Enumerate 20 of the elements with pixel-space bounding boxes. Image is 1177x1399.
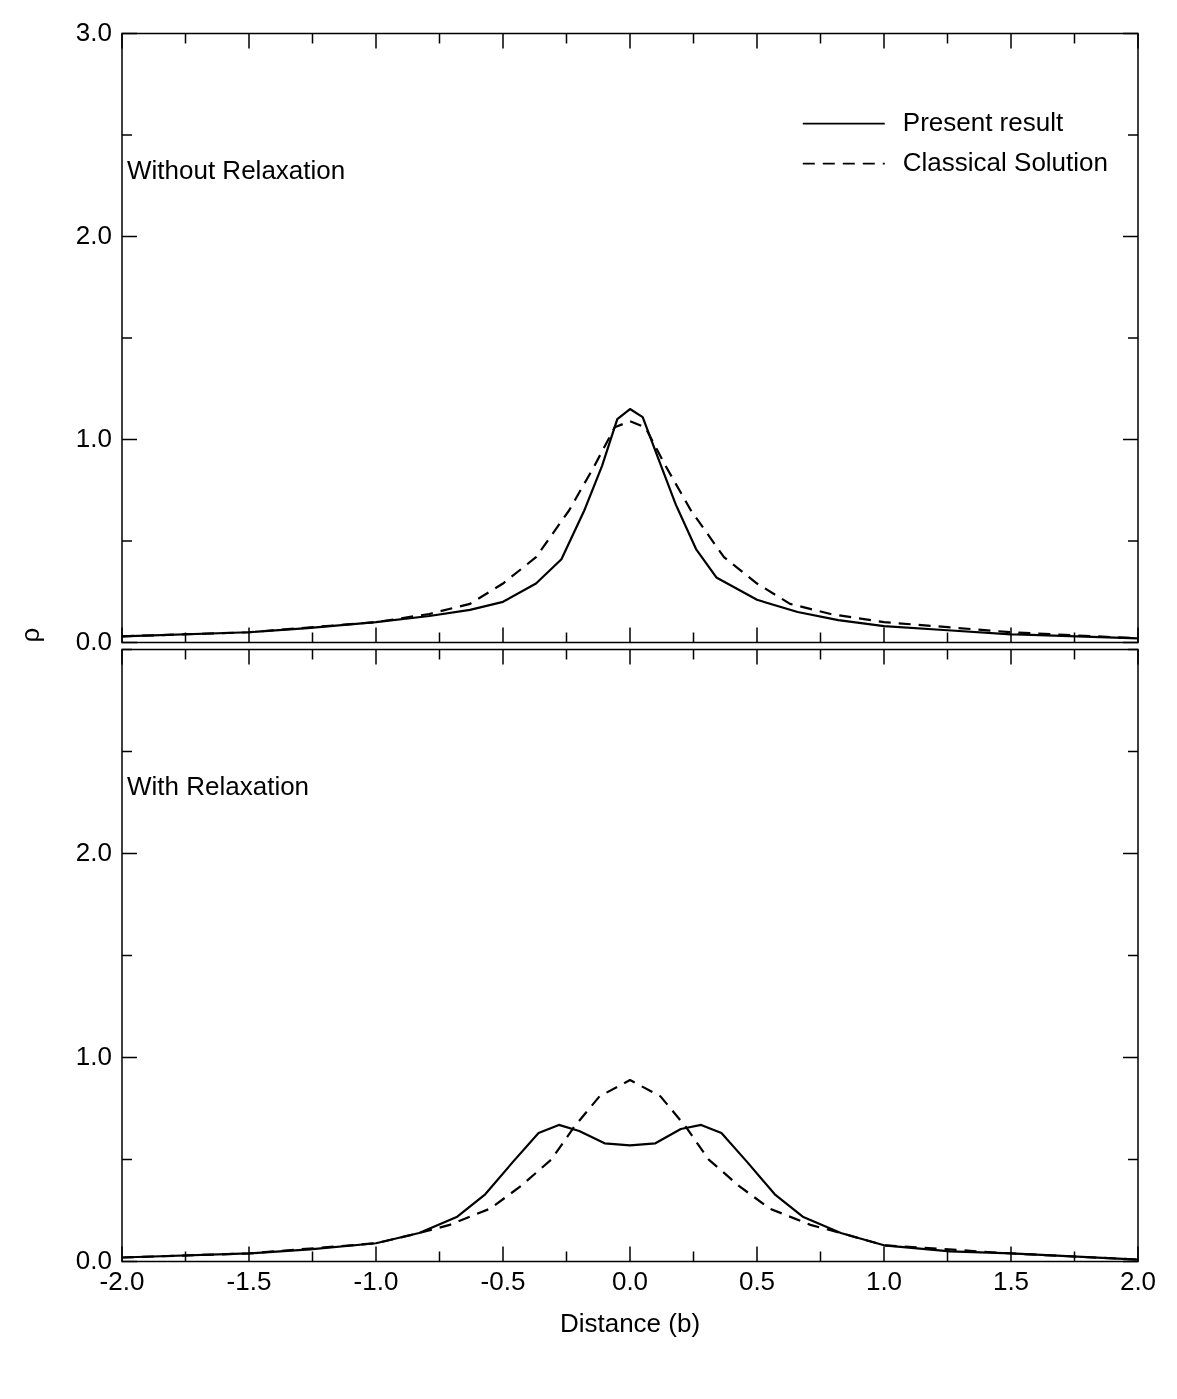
- annotation: With Relaxation: [127, 770, 310, 801]
- y-tick-label: 2.0: [75, 219, 112, 250]
- y-tick-label: 1.0: [75, 422, 112, 453]
- x-tick-label: -1.0: [353, 1266, 399, 1297]
- y-tick-label: 0.0: [75, 625, 112, 656]
- x-tick-label: 0.0: [611, 1266, 649, 1297]
- y-tick-label: 2.0: [75, 836, 112, 867]
- legend-label: Present result: [902, 106, 1064, 137]
- x-tick-label: 1.5: [992, 1266, 1030, 1297]
- x-tick-label: -1.5: [226, 1266, 272, 1297]
- x-tick-label: -0.5: [480, 1266, 526, 1297]
- y-tick-label: 3.0: [75, 16, 112, 47]
- annotation: Without Relaxation: [127, 154, 346, 185]
- x-tick-label: 2.0: [1119, 1266, 1157, 1297]
- y-axis-title: ρ: [14, 627, 45, 643]
- x-axis-title: Distance (b): [559, 1307, 701, 1338]
- legend-label: Classical Solution: [902, 146, 1109, 177]
- x-tick-label: 0.5: [738, 1266, 776, 1297]
- y-tick-label: 1.0: [75, 1040, 112, 1071]
- x-tick-label: 1.0: [865, 1266, 903, 1297]
